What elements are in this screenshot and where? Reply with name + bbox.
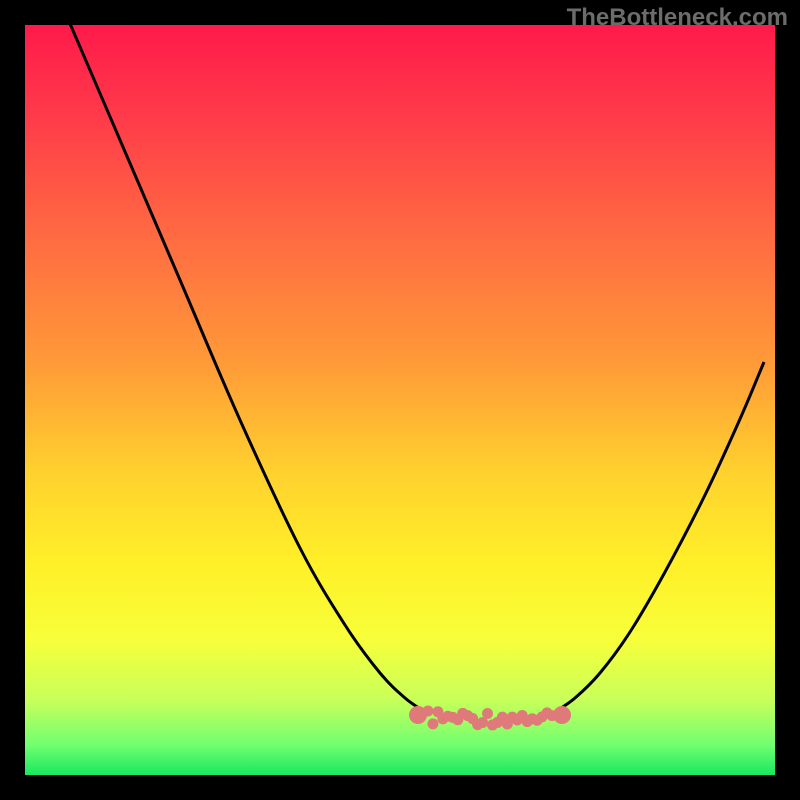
watermark-text: TheBottleneck.com (567, 4, 788, 32)
bottleneck-chart: TheBottleneck.com (0, 0, 800, 800)
plot-background (25, 25, 775, 775)
chart-svg (0, 0, 800, 800)
